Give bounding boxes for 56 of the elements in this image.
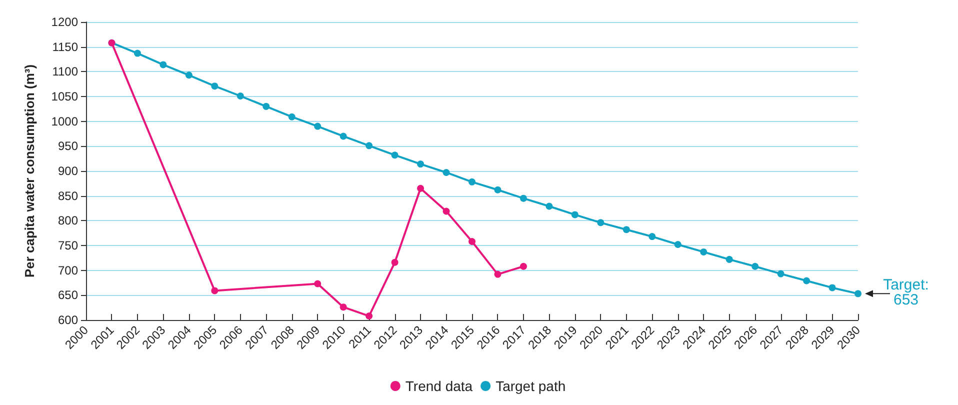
- point: [288, 113, 296, 120]
- point: [211, 82, 218, 90]
- y-tick-label: 1050: [51, 90, 78, 104]
- point: [571, 211, 578, 218]
- legend-label: Trend data: [405, 378, 473, 394]
- point: [494, 186, 502, 194]
- point: [520, 194, 527, 202]
- point: [314, 122, 322, 130]
- y-tick-label: 1000: [51, 114, 78, 128]
- point: [442, 208, 450, 215]
- point: [417, 160, 424, 168]
- point: [468, 238, 476, 246]
- point: [134, 50, 141, 57]
- point: [160, 61, 167, 68]
- y-tick-label: 900: [58, 164, 78, 178]
- point: [417, 184, 424, 192]
- y-tick-label: 1150: [52, 40, 78, 54]
- point: [340, 304, 347, 311]
- point: [854, 290, 862, 298]
- point: [366, 312, 373, 320]
- y-tick-label: 700: [58, 263, 78, 278]
- point: [340, 132, 347, 140]
- y-tick-label: 750: [58, 238, 78, 252]
- y-tick-label: 800: [58, 214, 78, 228]
- y-axis-title: Per capita water consumption (m³): [22, 64, 37, 278]
- point: [520, 262, 527, 270]
- y-tick-label: 650: [58, 288, 78, 302]
- y-tick-label: 1200: [51, 15, 78, 29]
- point: [236, 92, 244, 100]
- point: [648, 233, 656, 240]
- point: [494, 270, 502, 278]
- point: [262, 102, 270, 110]
- point: [700, 248, 708, 256]
- point: [366, 142, 373, 150]
- y-tick-label: 600: [58, 313, 78, 327]
- point: [777, 270, 784, 278]
- y-tick-label: 950: [58, 139, 78, 154]
- point: [185, 72, 192, 79]
- point: [314, 280, 322, 288]
- point: [752, 262, 759, 270]
- annotation: Target: 653: [883, 276, 929, 309]
- point: [442, 168, 450, 176]
- point: [211, 287, 218, 294]
- point: [803, 277, 810, 284]
- point: [674, 241, 682, 248]
- point: [468, 178, 476, 186]
- y-tick-label: 1100: [52, 64, 78, 79]
- point: [597, 219, 604, 226]
- point: [828, 284, 836, 292]
- point: [622, 226, 630, 234]
- point: [391, 152, 398, 159]
- legend-label: Target path: [496, 378, 566, 394]
- y-tick-label: 850: [58, 188, 78, 203]
- point: [391, 258, 398, 266]
- point: [546, 202, 553, 210]
- point: [726, 256, 733, 263]
